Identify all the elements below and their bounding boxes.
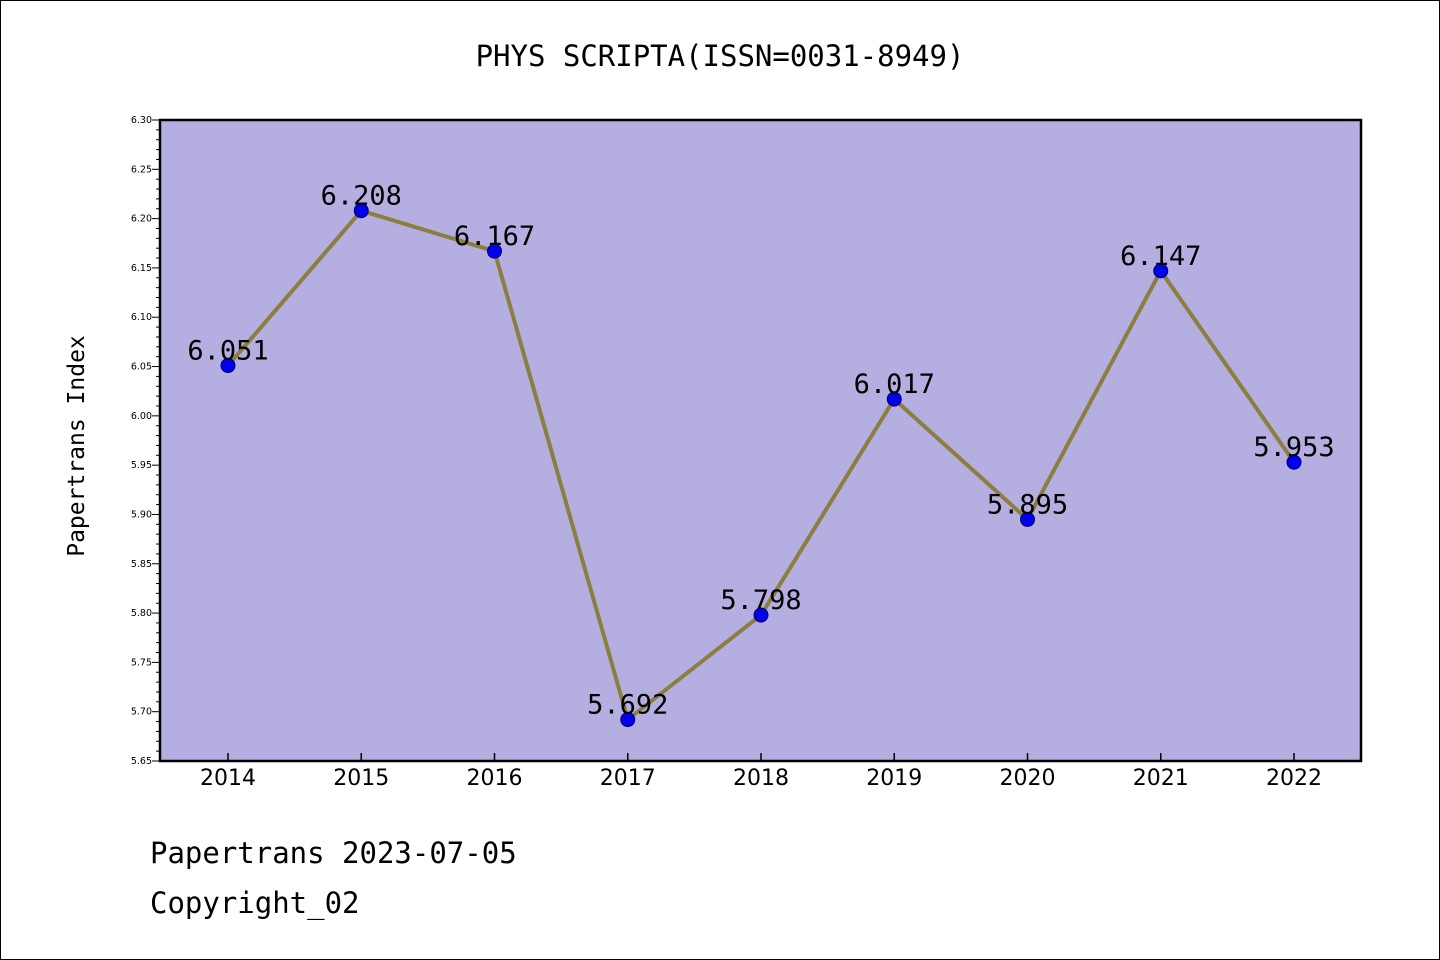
y-tick-label: 5.70 xyxy=(131,707,152,718)
x-tick-label: 2020 xyxy=(1000,766,1056,791)
y-tick-label: 5.85 xyxy=(131,559,152,570)
data-point xyxy=(220,358,236,374)
data-label: 5.953 xyxy=(1253,432,1334,463)
y-tick-label: 6.10 xyxy=(131,312,152,323)
y-tick-label: 6.25 xyxy=(131,164,152,175)
data-point xyxy=(886,391,902,407)
data-label: 6.167 xyxy=(454,221,535,252)
y-tick-label: 5.75 xyxy=(131,657,152,668)
y-axis-label: Papertrans Index xyxy=(64,335,90,557)
plot-area xyxy=(160,120,1361,761)
y-tick-label: 6.00 xyxy=(131,411,152,422)
data-label: 6.208 xyxy=(321,181,402,212)
x-tick-label: 2017 xyxy=(600,766,656,791)
data-label: 5.895 xyxy=(987,489,1068,520)
data-label: 5.798 xyxy=(720,585,801,616)
x-tick-label: 2014 xyxy=(200,766,256,791)
y-tick-label: 5.90 xyxy=(131,509,152,520)
data-label: 5.692 xyxy=(587,690,668,721)
data-point xyxy=(620,712,636,728)
data-point xyxy=(753,607,769,623)
series-layer xyxy=(220,203,1302,728)
data-label: 6.017 xyxy=(854,369,935,400)
y-tick-label: 5.80 xyxy=(131,608,152,619)
y-tick-label: 6.15 xyxy=(131,263,152,274)
data-point xyxy=(1286,454,1302,470)
data-point xyxy=(1153,263,1169,279)
x-axis: 2014 2015 2016 2017 2018 2019 2020 2021 2022 xyxy=(200,753,1322,791)
footer-copyright: Copyright_02 xyxy=(150,886,360,920)
data-label: 6.147 xyxy=(1120,241,1201,272)
y-tick-label: 6.30 xyxy=(131,115,152,126)
data-point xyxy=(487,243,502,259)
y-tick-label: 5.65 xyxy=(131,756,152,767)
data-labels: 6.051 6.208 6.167 5.692 5.798 6.017 5.895 6.147… xyxy=(187,181,1334,721)
y-tick-label: 6.20 xyxy=(131,214,152,225)
y-tick-label: 6.05 xyxy=(131,362,152,373)
footer-date: Papertrans 2023-07-05 xyxy=(150,836,517,870)
x-tick-label: 2018 xyxy=(733,766,789,791)
x-tick-label: 2019 xyxy=(866,766,922,791)
x-tick-label: 2022 xyxy=(1266,766,1322,791)
data-point xyxy=(1020,511,1035,527)
x-tick-label: 2015 xyxy=(333,766,389,791)
y-tick-label: 5.95 xyxy=(131,460,152,471)
x-tick-label: 2021 xyxy=(1133,766,1189,791)
y-axis: 5.65 5.70 5.75 5.80 5.85 5.90 5.95 6.00 6.05 6.10… xyxy=(131,115,160,767)
data-label: 6.051 xyxy=(187,336,268,367)
x-tick-label: 2016 xyxy=(467,766,523,791)
chart-title: PHYS SCRIPTA(ISSN=0031-8949) xyxy=(476,39,965,73)
plot-border xyxy=(158,118,1363,763)
data-point xyxy=(353,203,369,219)
